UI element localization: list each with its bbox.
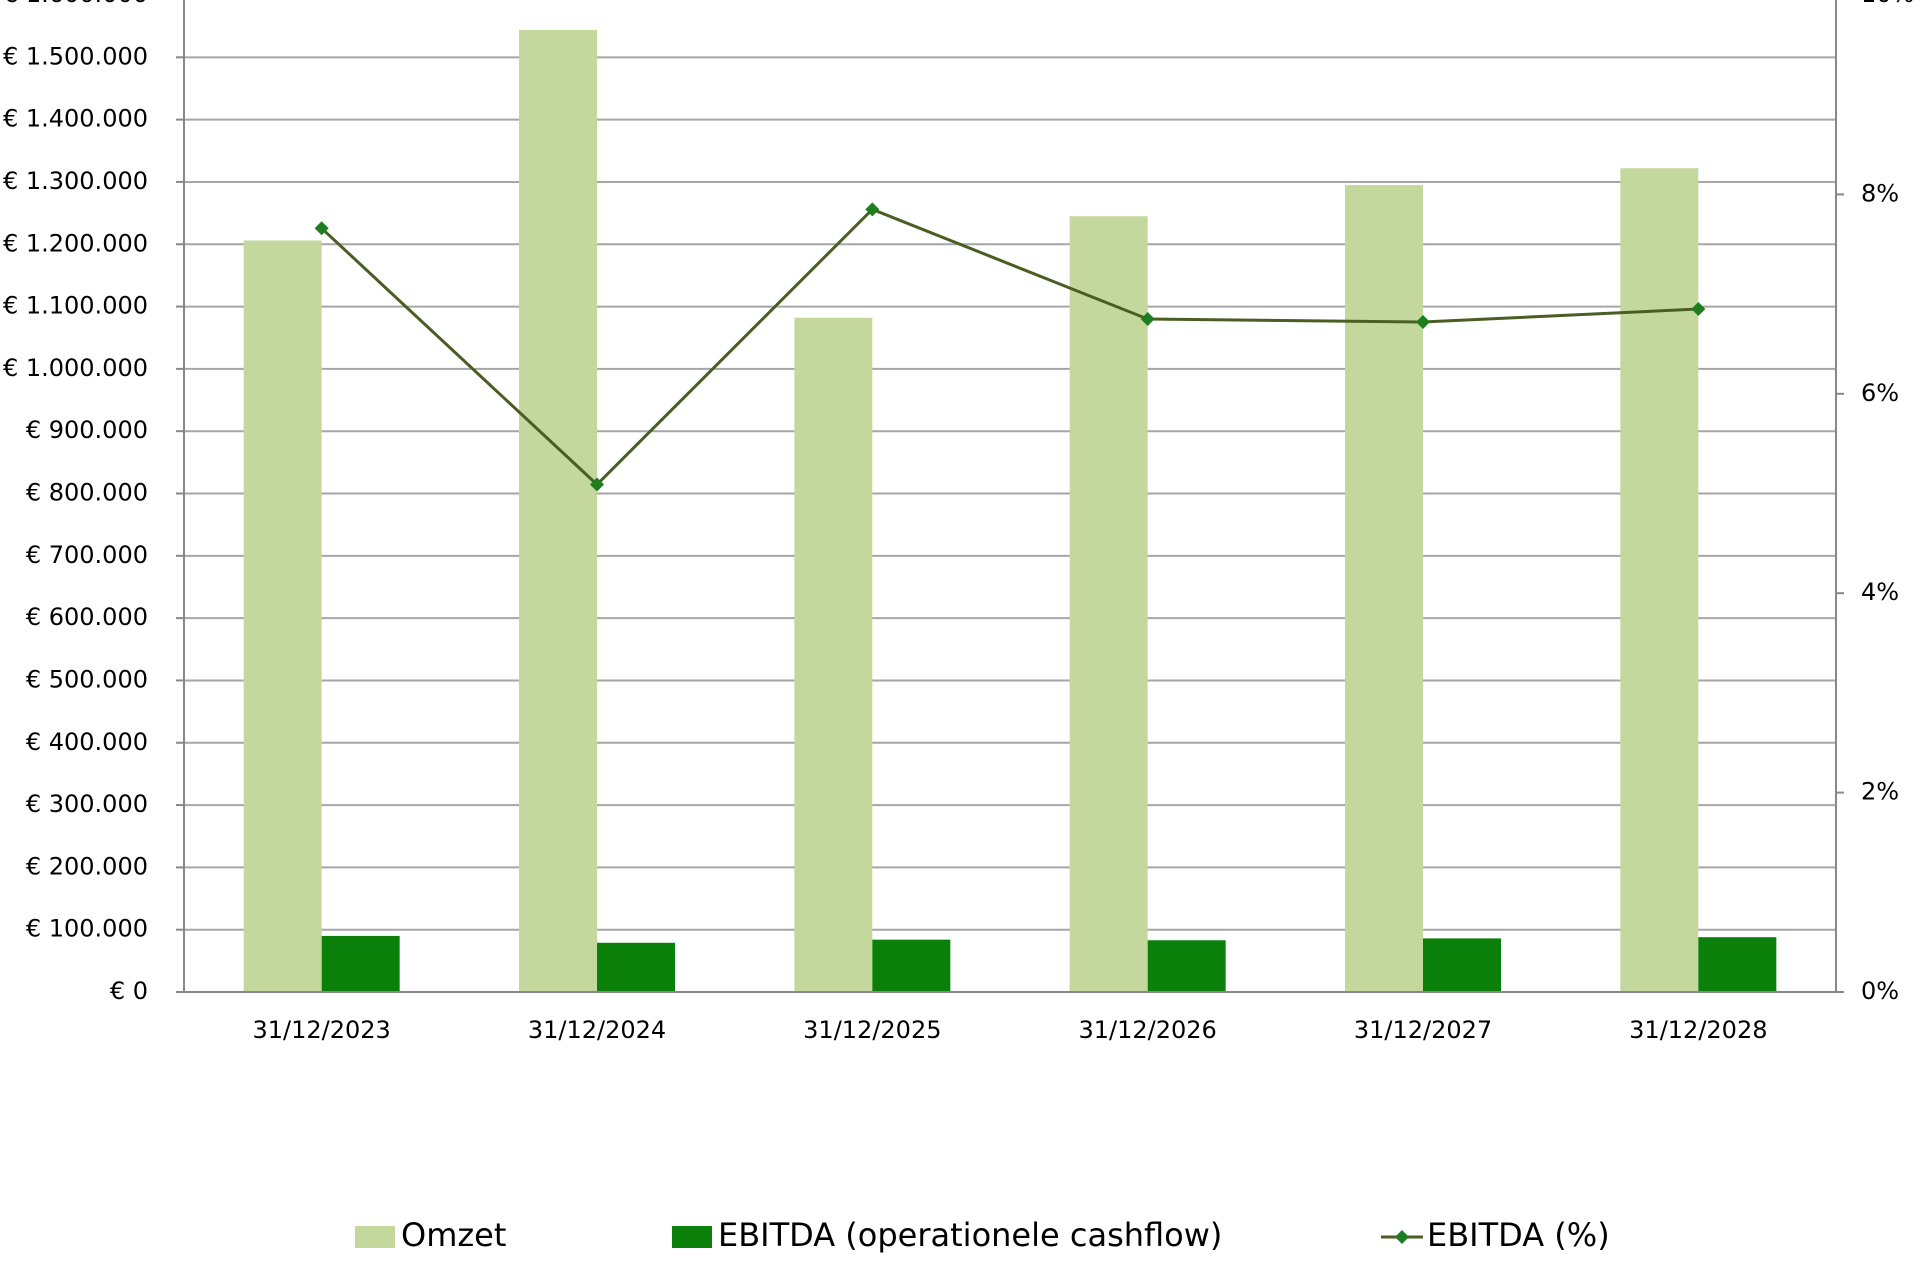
bar — [1698, 937, 1777, 992]
y-tick-label: € 100.000 — [26, 915, 148, 943]
marker — [865, 202, 880, 217]
bar — [872, 939, 951, 992]
y2-tick-label: 6% — [1861, 379, 1899, 407]
bar — [1069, 216, 1148, 993]
bar — [1423, 938, 1501, 992]
y-tick-label: € 500.000 — [26, 665, 148, 693]
y2-tick-label: 8% — [1861, 179, 1899, 207]
legend-label: EBITDA (%) — [1427, 1216, 1610, 1254]
x-tick-label: 31/12/2025 — [803, 1016, 941, 1044]
bar — [597, 942, 675, 992]
y-tick-label: € 200.000 — [26, 852, 148, 880]
line — [320, 207, 1699, 487]
bar — [1345, 185, 1423, 993]
y-tick-label: € 1.200.000 — [3, 229, 148, 257]
bar — [794, 317, 873, 992]
legend-marker — [1395, 1230, 1409, 1244]
y-tick-label: € 600.000 — [26, 603, 148, 631]
x-tick-label: 31/12/2028 — [1629, 1016, 1767, 1044]
x-tick-label: 31/12/2027 — [1354, 1016, 1492, 1044]
legend-swatch — [355, 1226, 395, 1248]
bar — [243, 240, 322, 993]
y-tick-label: € 0 — [110, 977, 148, 1005]
legend-label: EBITDA (operationele cashflow) — [718, 1216, 1222, 1254]
bar — [1620, 168, 1699, 992]
x-tick-label: 31/12/2026 — [1079, 1016, 1217, 1044]
y2-tick-label: 0% — [1861, 977, 1899, 1005]
y-tick-label: € 400.000 — [26, 728, 148, 756]
y2-tick-label: 4% — [1861, 578, 1899, 606]
y2-tick-label: 10% — [1861, 0, 1914, 8]
y-tick-label: € 1.500.000 — [3, 42, 148, 70]
bar — [519, 29, 597, 992]
x-tick-label: 31/12/2023 — [253, 1016, 391, 1044]
marker — [1140, 312, 1155, 327]
marker — [1416, 315, 1430, 330]
bar — [321, 935, 400, 992]
y-tick-label: € 1.400.000 — [3, 105, 148, 133]
bar — [1147, 940, 1226, 992]
y2-tick-label: 2% — [1861, 778, 1899, 806]
y-tick-label: € 1.000.000 — [3, 354, 148, 382]
marker — [590, 477, 604, 492]
y-tick-label: € 1.300.000 — [3, 167, 148, 195]
x-tick-label: 31/12/2024 — [528, 1016, 666, 1044]
y-tick-label: € 800.000 — [26, 479, 148, 507]
marker — [314, 221, 329, 236]
y-tick-label: € 900.000 — [26, 416, 148, 444]
y-tick-label: € 1.600.000 — [3, 0, 148, 8]
y-tick-label: € 700.000 — [26, 541, 148, 569]
y-tick-label: € 1.100.000 — [3, 292, 148, 320]
legend-swatch — [672, 1226, 712, 1248]
marker — [1691, 302, 1706, 317]
legend-label: Omzet — [401, 1216, 506, 1254]
y-tick-label: € 300.000 — [26, 790, 148, 818]
